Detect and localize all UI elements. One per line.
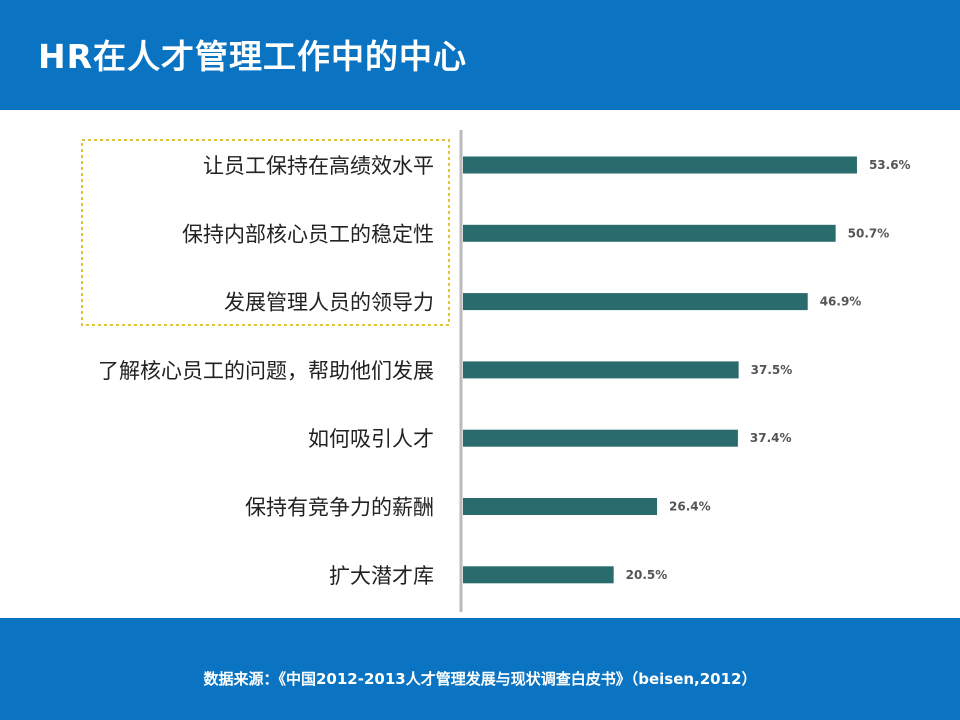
data-source: 数据来源：《中国2012-2013人才管理发展与现状调查白皮书》（beisen,… — [203, 670, 757, 688]
category-label: 了解核心员工的问题，帮助他们发展 — [98, 359, 434, 383]
bar — [463, 224, 836, 242]
value-label: 20.5% — [626, 568, 668, 582]
header-bar: HR在人才管理工作中的中心 — [0, 0, 960, 110]
value-label: 46.9% — [820, 295, 862, 309]
category-label: 扩大潜才库 — [329, 564, 434, 588]
bar — [463, 429, 738, 447]
bar — [463, 361, 739, 379]
chart-marks: 让员工保持在高绩效水平 53.6% 保持内部核心员工的稳定性 50.7% 发展管理人员的… — [98, 154, 911, 588]
bar — [463, 156, 857, 174]
value-label: 26.4% — [669, 500, 711, 514]
page-title: HR在人才管理工作中的中心 — [38, 37, 468, 76]
value-label: 50.7% — [848, 226, 890, 240]
value-label: 53.6% — [869, 158, 911, 172]
category-label: 如何吸引人才 — [308, 427, 434, 451]
category-label: 保持有竞争力的薪酬 — [245, 496, 434, 520]
category-label: 发展管理人员的领导力 — [224, 291, 434, 315]
value-label: 37.5% — [751, 363, 793, 377]
bar — [463, 498, 658, 515]
footer-bar: 数据来源：《中国2012-2013人才管理发展与现状调查白皮书》（beisen,… — [0, 618, 960, 720]
category-label: 让员工保持在高绩效水平 — [203, 154, 434, 178]
value-label: 37.4% — [750, 431, 792, 445]
bar-chart: 让员工保持在高绩效水平 53.6% 保持内部核心员工的稳定性 50.7% 发展管理人员的… — [81, 130, 911, 612]
bar — [463, 293, 808, 311]
bar — [463, 566, 614, 584]
category-label: 保持内部核心员工的稳定性 — [182, 222, 434, 246]
